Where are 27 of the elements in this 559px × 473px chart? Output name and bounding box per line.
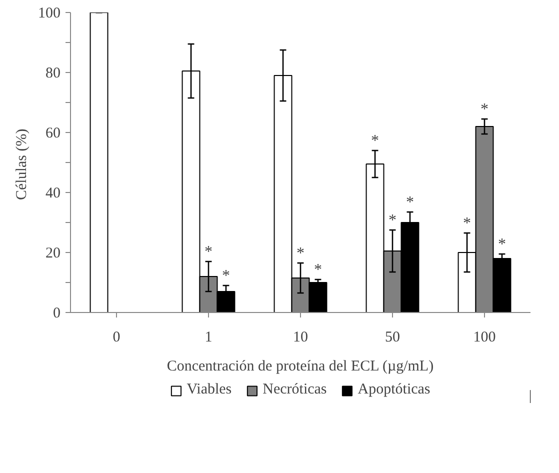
y-tick-label: 60 [46, 126, 60, 142]
data-label: * [314, 262, 322, 278]
y-tick-label: 80 [46, 66, 60, 82]
legend-label: Apoptóticas [358, 382, 430, 398]
x-tick-label: 10 [293, 330, 308, 346]
data-label: * [371, 132, 380, 150]
data-label: * [463, 215, 472, 232]
data-label: * [480, 101, 488, 118]
bar [90, 12, 108, 312]
x-tick-label: 0 [112, 330, 120, 346]
legend-label: Viables [186, 382, 232, 398]
data-label: * [296, 245, 304, 262]
y-axis-title: Células (%) [14, 128, 30, 200]
data-label: * [498, 236, 506, 253]
data-label: * [204, 244, 212, 260]
x-axis-title: Concentración de proteína del ECL (µg/mL) [166, 358, 434, 374]
data-label: * [222, 268, 230, 284]
data-label: * [406, 194, 414, 211]
x-tick-label: 1 [204, 330, 212, 346]
y-tick-label: 40 [46, 186, 60, 202]
x-tick-label: 100 [473, 330, 496, 346]
data-label: * [388, 212, 396, 229]
y-tick-label: 100 [38, 6, 60, 22]
x-tick-label: 50 [385, 330, 400, 346]
y-tick-label: 20 [46, 246, 60, 262]
legend-label: Necróticas [262, 382, 327, 398]
y-tick-label: 0 [53, 306, 60, 322]
